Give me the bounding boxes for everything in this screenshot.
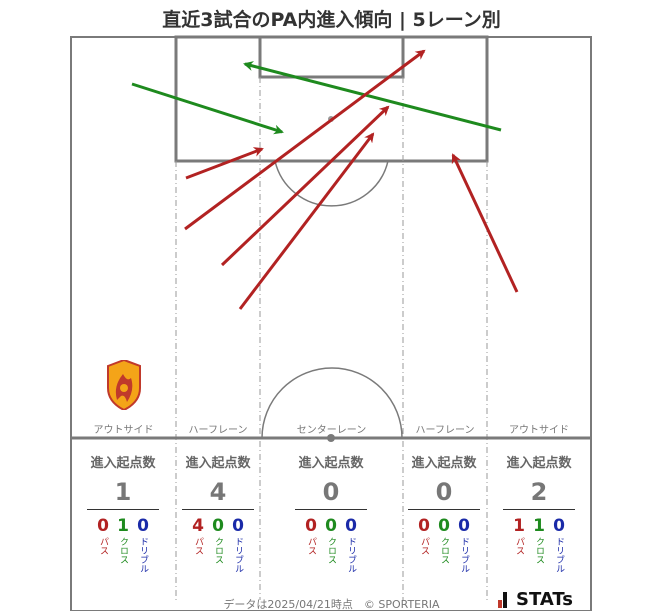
brand-name: STATs — [516, 589, 573, 610]
entry-arrow-pass — [220, 105, 390, 267]
goal-area — [258, 35, 405, 79]
cross-count: 0 — [438, 516, 450, 536]
entry-arrow-pass — [184, 49, 426, 231]
entry-total: 2 — [503, 477, 575, 510]
team-crest-icon — [107, 360, 141, 410]
entry-arrow-pass — [451, 153, 519, 293]
center-circle — [261, 367, 403, 439]
lane-stats-left-halfspace: 進入起点数 4 4 パス 0 クロス 0 ドリブル — [182, 452, 254, 573]
lane-label-left-halfspace: ハーフレーン — [188, 425, 248, 436]
pass-count: 4 — [192, 516, 204, 536]
pass-label: パス — [419, 537, 429, 555]
cross-count: 1 — [533, 516, 545, 536]
entry-total: 0 — [408, 477, 480, 510]
lane-label-right-outside: アウトサイド — [509, 425, 569, 436]
stat-header: 進入起点数 — [411, 456, 477, 471]
pass-label: パス — [98, 537, 108, 555]
cross-count: 0 — [212, 516, 224, 536]
dribble-count: 0 — [137, 516, 149, 536]
cross-label: クロス — [213, 537, 223, 564]
pass-count: 1 — [513, 516, 525, 536]
cross-count: 0 — [325, 516, 337, 536]
dribble-label: ドリブル — [233, 537, 243, 573]
entry-total: 4 — [182, 477, 254, 510]
page-title: 直近3試合のPA内進入傾向 | 5レーン別 — [162, 9, 501, 31]
entry-total: 0 — [295, 477, 367, 510]
dribble-label: ドリブル — [346, 537, 356, 573]
dribble-count: 0 — [458, 516, 470, 536]
lane-stats-left-outside: 進入起点数 1 0 パス 1 クロス 0 ドリブル — [87, 452, 159, 573]
stat-header: 進入起点数 — [90, 456, 156, 471]
brand-logo: STATs — [498, 589, 573, 610]
dribble-count: 0 — [345, 516, 357, 536]
brand-mark-icon — [498, 591, 507, 608]
dribble-count: 0 — [232, 516, 244, 536]
penalty-area — [174, 35, 489, 163]
lane-label-left-outside: アウトサイド — [93, 425, 154, 436]
entry-arrow-pass — [238, 132, 375, 310]
entry-arrow-pass — [185, 147, 264, 180]
stat-header: 進入起点数 — [298, 456, 364, 471]
pass-label: パス — [514, 537, 524, 555]
lane-stats-center: 進入起点数 0 0 パス 0 クロス 0 ドリブル — [295, 452, 367, 573]
pass-count: 0 — [97, 516, 109, 536]
entry-arrow-cross — [243, 61, 502, 132]
center-spot — [327, 434, 335, 442]
data-timestamp-footer: データは2025/04/21時点 © SPORTERIA — [223, 598, 440, 611]
lane-stats-right-halfspace: 進入起点数 0 0 パス 0 クロス 0 ドリブル — [408, 452, 480, 573]
entry-total: 1 — [87, 477, 159, 510]
stat-header: 進入起点数 — [185, 456, 251, 471]
cross-count: 1 — [117, 516, 129, 536]
penalty-arc — [274, 160, 389, 207]
cross-label: クロス — [439, 537, 449, 564]
pass-count: 0 — [305, 516, 317, 536]
stat-header: 進入起点数 — [506, 456, 572, 471]
cross-label: クロス — [326, 537, 336, 564]
dribble-label: ドリブル — [138, 537, 148, 573]
dribble-count: 0 — [553, 516, 565, 536]
dribble-label: ドリブル — [554, 537, 564, 573]
pass-label: パス — [306, 537, 316, 555]
lane-label-right-halfspace: ハーフレーン — [415, 425, 475, 436]
dribble-label: ドリブル — [459, 537, 469, 573]
entry-arrow-cross — [131, 82, 284, 135]
lane-label-center: センターレーン — [296, 425, 367, 436]
pass-label: パス — [193, 537, 203, 555]
pass-count: 0 — [418, 516, 430, 536]
cross-label: クロス — [118, 537, 128, 564]
cross-label: クロス — [534, 537, 544, 564]
lane-stats-right-outside: 進入起点数 2 1 パス 1 クロス 0 ドリブル — [503, 452, 575, 573]
